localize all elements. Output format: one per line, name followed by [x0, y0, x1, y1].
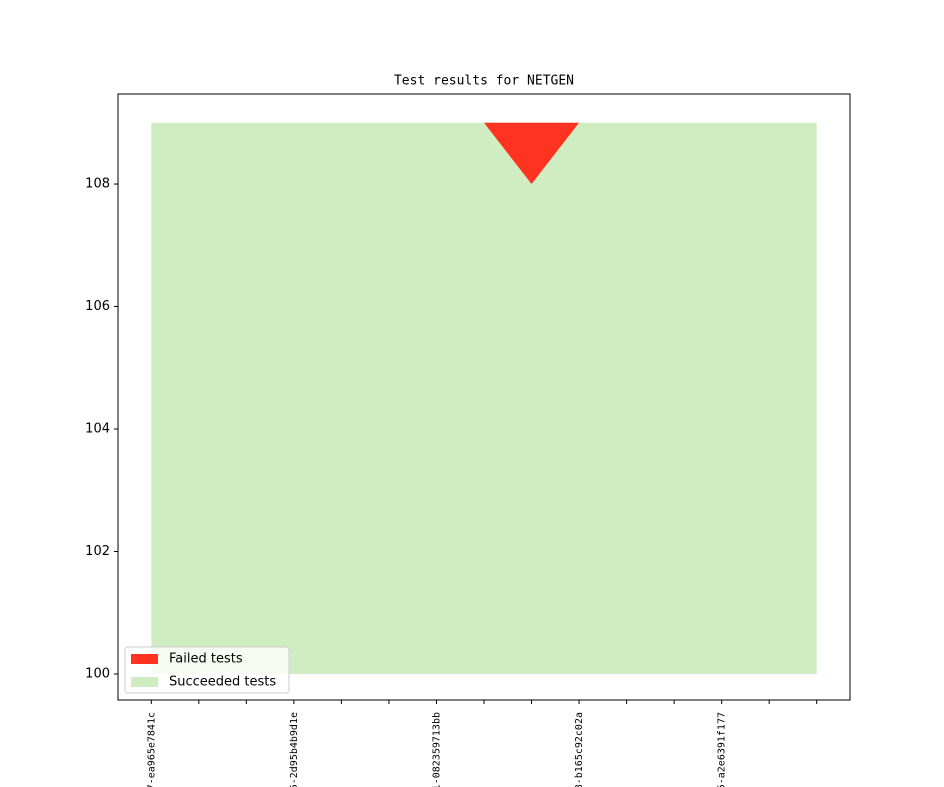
y-tick-label: 100 [85, 666, 110, 681]
legend-swatch [131, 654, 158, 664]
y-tick-label: 108 [85, 177, 110, 192]
y-tick-label: 104 [85, 421, 110, 436]
legend: Failed tests Succeeded tests [124, 646, 290, 694]
x-tick-label: 5-a2e6391f177 [717, 712, 728, 787]
y-tick-label: 102 [85, 544, 110, 559]
legend-swatch [131, 677, 158, 687]
chart-title: Test results for NETGEN [394, 74, 574, 89]
legend-box [124, 646, 290, 694]
x-tick-label: 8-b165c92c02a [574, 712, 585, 787]
y-tick-label: 106 [85, 299, 110, 314]
x-tick-label: 7-ea965e7841c [146, 712, 157, 787]
legend-label: Succeeded tests [169, 675, 276, 690]
legend-label: Failed tests [169, 652, 243, 667]
x-tick-label: i-082359713bb [431, 712, 442, 787]
x-tick-label: 5-2d95b4b9d1e [289, 712, 300, 787]
area [151, 122, 817, 674]
